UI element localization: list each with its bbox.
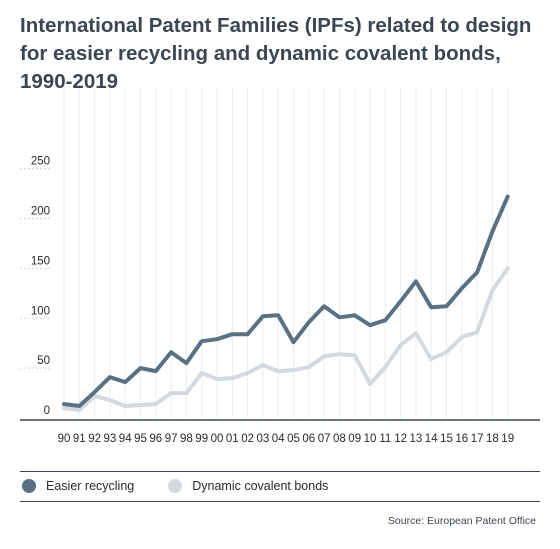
x-axis-ticks: 90 91 92 93 94 95 96 97 98 99 00 01 02 03 04 05 06 07 08 09… [58,433,514,445]
x-tick-label: 10 [364,433,377,445]
legend: Easier recycling Dynamic covalent bonds [22,474,362,498]
x-tick-label: 15 [440,433,453,445]
x-tick-label: 13 [410,433,423,445]
x-tick-label: 12 [394,433,407,445]
y-tick-label: 50 [37,355,50,367]
legend-label-easier-recycling: Easier recycling [46,479,135,493]
x-tick-label: 92 [88,433,101,445]
series-line-easier-recycling [62,194,510,408]
y-tick-label: 200 [31,206,50,218]
legend-swatch-easier-recycling [22,479,36,493]
x-tick-label: 07 [318,433,331,445]
x-tick-label: 97 [165,433,178,445]
y-axis-ticks: 0 50 100 150 200 250 [20,156,52,417]
x-tick-label: 01 [226,433,239,445]
legend-bottom-rule [20,501,540,502]
x-tick-label: 04 [272,433,285,445]
x-tick-label: 06 [302,433,315,445]
source-note: Source: European Patent Office [387,515,536,527]
y-tick-label: 100 [31,305,50,317]
vertical-gridlines [63,88,509,418]
series-lines [62,194,510,412]
legend-swatch-dynamic-covalent-bonds [168,479,183,493]
y-tick-label: 150 [31,255,50,267]
x-tick-label: 05 [287,433,300,445]
chart-title: International Patent Families (IPFs) rel… [20,14,532,93]
legend-top-rule [20,471,540,472]
x-tick-label: 00 [211,433,224,445]
legend-item-dynamic-covalent-bonds: Dynamic covalent bonds [168,479,328,493]
x-tick-label: 98 [180,433,193,445]
x-tick-label: 94 [119,433,132,445]
x-tick-label: 96 [149,433,162,445]
x-tick-label: 03 [257,433,270,445]
x-tick-label: 11 [379,433,391,445]
y-tick-label: 0 [44,405,50,417]
x-tick-label: 17 [471,433,484,445]
x-tick-label: 93 [104,433,117,445]
legend-label-dynamic-covalent-bonds: Dynamic covalent bonds [192,479,329,493]
x-tick-label: 02 [241,433,254,445]
y-tick-label: 250 [31,156,50,168]
x-tick-label: 09 [348,433,361,445]
x-tick-label: 16 [455,433,468,445]
x-tick-label: 99 [195,433,208,445]
x-tick-label: 18 [486,433,499,445]
legend-item-easier-recycling: Easier recycling [22,479,134,493]
x-tick-label: 90 [58,433,71,445]
x-tick-label: 08 [333,433,346,445]
x-tick-label: 19 [501,433,514,445]
x-tick-label: 14 [425,433,438,445]
x-tick-label: 95 [134,433,147,445]
series-line-dynamic-covalent-bonds [62,266,510,412]
x-tick-label: 91 [73,433,86,445]
